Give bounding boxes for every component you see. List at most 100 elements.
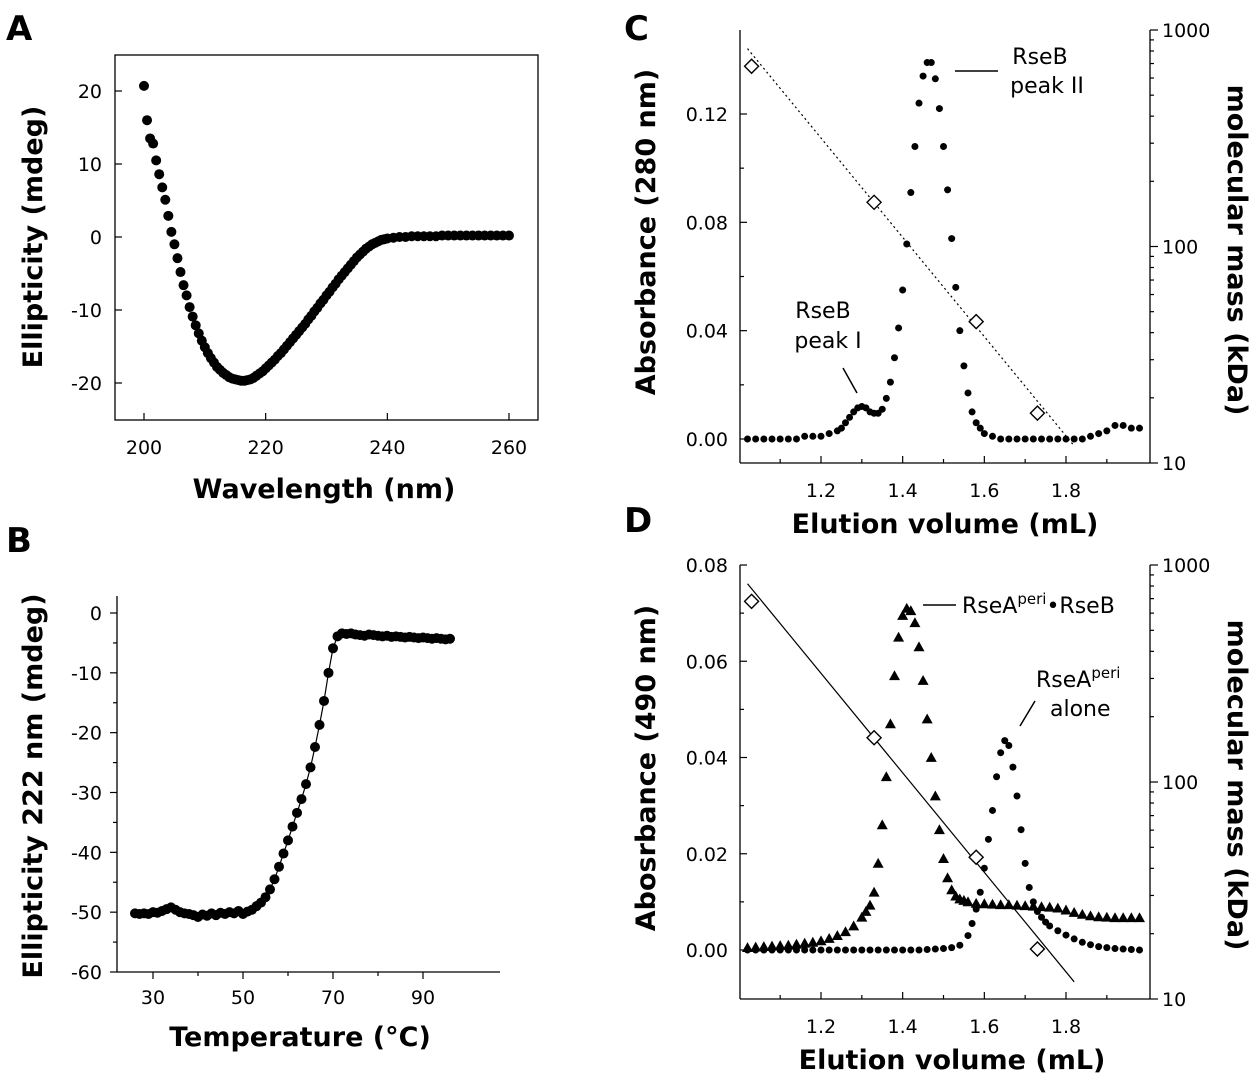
y2-tick-label: 1000 — [1162, 555, 1210, 577]
annotation-alone-peri: peri — [1091, 664, 1120, 682]
alone-point — [776, 946, 784, 954]
annotation-alone-rsea: RseA — [1036, 668, 1091, 693]
complex-point — [929, 790, 941, 801]
alone-point — [1127, 946, 1135, 954]
panel-c-standard-fit — [747, 48, 1075, 447]
complex-point — [1027, 900, 1039, 911]
alone-point — [915, 946, 923, 954]
data-point — [768, 435, 776, 443]
y-tick-label: 20 — [78, 81, 102, 103]
x-tick-label: 1.8 — [1051, 1016, 1081, 1038]
alone-point — [980, 864, 988, 872]
data-point — [283, 835, 293, 846]
y2-tick-label: 100 — [1162, 772, 1198, 794]
alone-point — [825, 946, 833, 954]
x-tick-label: 1.8 — [1051, 480, 1081, 502]
annotation-complex: RseAperi•RseB — [962, 590, 1115, 619]
alone-point — [1111, 945, 1119, 953]
data-point — [139, 80, 149, 91]
panel-label-c: C — [624, 9, 649, 49]
standard-marker — [1029, 941, 1046, 957]
alone-point — [874, 946, 882, 954]
complex-point — [799, 937, 811, 948]
data-point — [1127, 424, 1135, 432]
data-point — [310, 742, 320, 753]
data-point — [846, 413, 854, 421]
complex-point — [893, 631, 905, 642]
annotation-alone-line2: alone — [1050, 697, 1111, 722]
annotation-rseb-peak1-line1: RseB — [795, 299, 850, 324]
y-tick-label: 0.12 — [686, 104, 728, 126]
alone-point — [1001, 737, 1009, 745]
data-point — [157, 182, 168, 193]
data-point — [265, 884, 275, 895]
panel-b-data — [130, 628, 455, 922]
data-point — [1062, 435, 1070, 443]
complex-point — [807, 936, 819, 947]
complex-point — [909, 617, 921, 628]
y2-tick-label: 10 — [1162, 453, 1186, 475]
complex-point — [946, 884, 958, 895]
y-tick-label: -10 — [71, 663, 102, 685]
alone-point — [817, 946, 825, 954]
data-point — [972, 419, 980, 427]
alone-point — [968, 920, 976, 928]
data-point — [793, 435, 800, 443]
x-tick-label: 1.2 — [806, 1016, 836, 1038]
data-point — [445, 633, 455, 644]
data-point — [931, 75, 939, 83]
data-point — [292, 807, 302, 818]
x-tick-label: 30 — [141, 987, 165, 1009]
x-tick-label: 260 — [491, 437, 527, 459]
x-tick-label: 50 — [231, 987, 255, 1009]
annotation-alone-leader — [1019, 700, 1036, 727]
complex-point — [942, 872, 954, 883]
alone-point — [1005, 741, 1013, 749]
complex-point — [1101, 911, 1113, 922]
y-tick-label: 0.04 — [686, 748, 728, 770]
annotation-complex-rseb: •RseB — [1046, 594, 1114, 619]
complex-point — [1011, 899, 1023, 910]
annotation-alone-line1: RseAperi — [1036, 664, 1120, 693]
data-point — [886, 378, 894, 386]
panel-a-ylabel: Ellipticity (mdeg) — [18, 106, 49, 369]
alone-point — [993, 773, 1001, 781]
data-point — [323, 667, 334, 678]
complex-point — [917, 675, 929, 685]
panel-b-ylabel: Ellipticity 222 nm (mdeg) — [18, 593, 49, 978]
data-point — [919, 72, 927, 80]
alone-point — [923, 946, 931, 954]
data-point — [175, 267, 186, 278]
complex-point — [872, 857, 884, 868]
data-point — [927, 59, 935, 67]
data-point — [817, 432, 825, 440]
data-point — [1103, 427, 1111, 435]
data-point — [1054, 435, 1062, 443]
complex-point — [1085, 910, 1096, 921]
complex-point — [815, 935, 827, 946]
alone-point — [1087, 941, 1094, 949]
complex-point — [1044, 901, 1056, 912]
panel-c: 1.2 1.4 1.6 1.8 0.12 0.08 0.04 0.00 1000 100 10 Rs… — [631, 20, 1252, 540]
data-point — [190, 320, 201, 331]
data-point — [944, 186, 952, 194]
data-point — [882, 394, 890, 402]
panel-c-ylabel: Absorbance (280 nm) — [631, 69, 662, 395]
x-tick-label: 90 — [411, 987, 435, 1009]
alone-point — [964, 932, 972, 940]
alone-point — [976, 888, 984, 896]
panel-b-fit-line — [134, 632, 451, 918]
data-point — [935, 105, 943, 113]
data-point — [287, 821, 298, 832]
alone-point — [1033, 908, 1041, 915]
alone-point — [793, 946, 800, 954]
data-point — [997, 435, 1005, 443]
data-point — [160, 194, 171, 205]
alone-point — [744, 946, 751, 954]
complex-point — [1060, 904, 1072, 915]
annotation-rseb-peak2-line2: peak II — [1010, 74, 1084, 99]
x-tick-label: 70 — [321, 987, 345, 1009]
standard-marker — [743, 593, 760, 610]
